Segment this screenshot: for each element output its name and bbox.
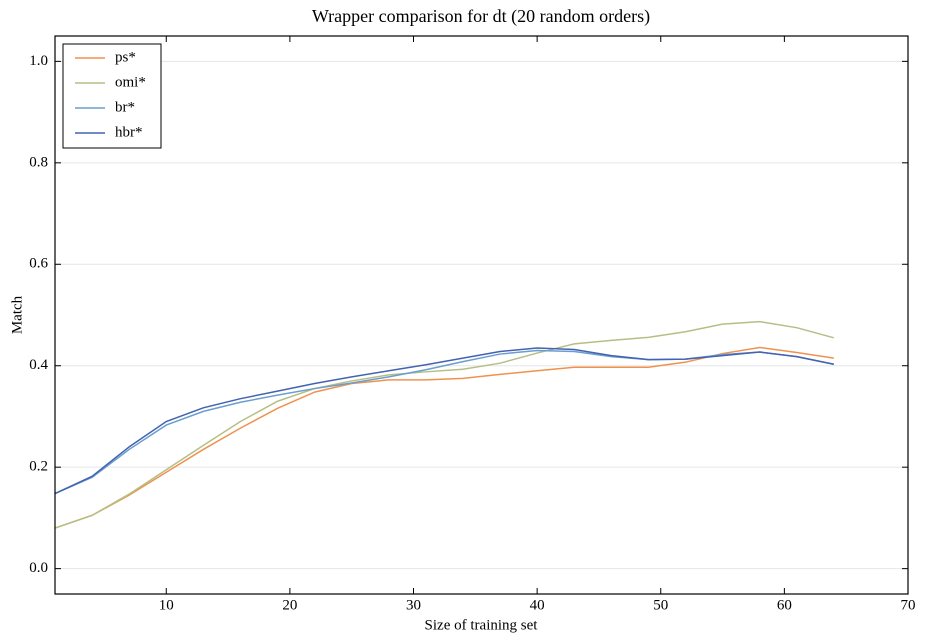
x-tick-label: 30 — [406, 597, 421, 613]
x-tick-label: 10 — [159, 597, 174, 613]
x-tick-label: 20 — [282, 597, 297, 613]
y-tick-label: 0.2 — [29, 459, 48, 475]
legend-box — [62, 43, 162, 149]
chart-title: Wrapper comparison for dt (20 random ord… — [312, 6, 650, 27]
legend-label: omi* — [115, 74, 146, 90]
x-tick-label: 70 — [901, 597, 916, 613]
y-tick-label: 0.8 — [29, 154, 48, 170]
x-tick-label: 60 — [777, 597, 792, 613]
x-tick-label: 50 — [653, 597, 668, 613]
legend-label: br* — [115, 99, 135, 115]
legend-label: ps* — [115, 49, 136, 65]
y-tick-label: 0.0 — [29, 560, 48, 576]
plot-frame — [54, 35, 909, 595]
series-line — [54, 347, 834, 495]
legend-label: hbr* — [115, 124, 143, 140]
y-tick-label: 1.0 — [29, 53, 48, 69]
y-axis-label: Match — [9, 295, 25, 334]
series-line — [54, 320, 835, 529]
series-line — [54, 349, 834, 495]
x-tick-label: 40 — [530, 597, 545, 613]
series-line — [54, 346, 834, 529]
x-axis-label: Size of training set — [425, 617, 539, 633]
y-tick-label: 0.6 — [29, 256, 48, 272]
y-tick-label: 0.4 — [29, 357, 48, 373]
